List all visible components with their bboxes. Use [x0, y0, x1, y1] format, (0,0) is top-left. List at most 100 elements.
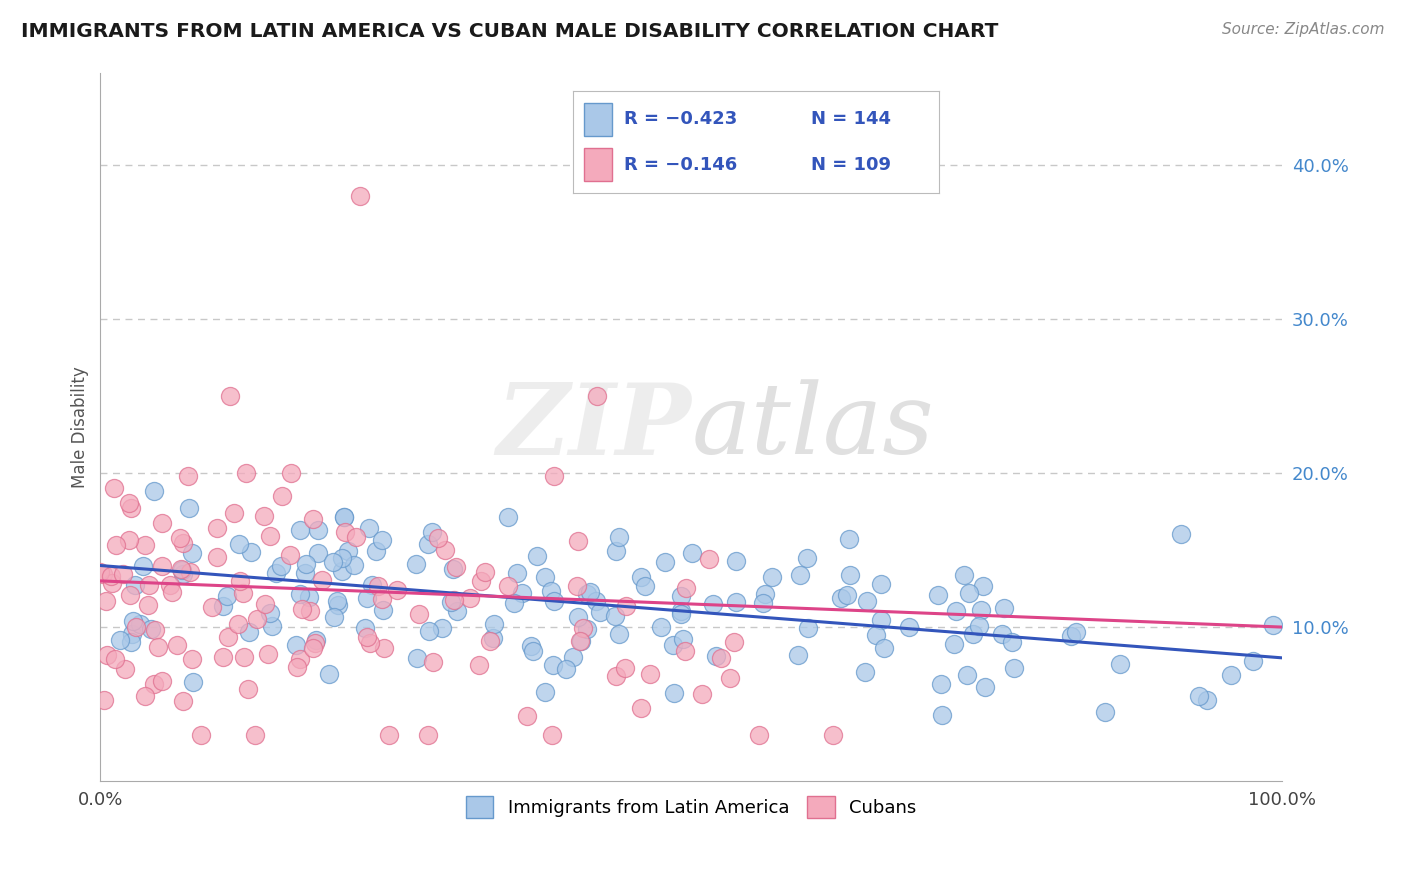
Point [797, 621, 820, 635]
Point [967, 619, 990, 633]
Point [367, 579, 389, 593]
Point [364, 544, 387, 558]
Point [690, 687, 713, 701]
Point [673, 643, 696, 657]
Point [567, 579, 589, 593]
Point [605, 543, 627, 558]
Point [284, 639, 307, 653]
Point [342, 558, 364, 572]
Point [96, 648, 118, 662]
Point [318, 667, 340, 681]
Point [945, 604, 967, 618]
Point [354, 621, 377, 635]
Point [479, 634, 502, 648]
Point [125, 620, 148, 634]
Point [754, 587, 776, 601]
Point [406, 651, 429, 665]
Point [356, 630, 378, 644]
Point [603, 609, 626, 624]
Point [333, 525, 356, 540]
Point [179, 565, 201, 579]
Point [418, 728, 440, 742]
Point [970, 603, 993, 617]
Point [288, 523, 311, 537]
Point [179, 501, 201, 516]
Point [378, 728, 401, 742]
Point [232, 585, 254, 599]
Point [672, 632, 695, 647]
Point [94, 594, 117, 608]
Point [205, 521, 228, 535]
Point [865, 628, 887, 642]
Point [561, 649, 583, 664]
Point [408, 607, 430, 621]
Point [572, 621, 595, 635]
Point [516, 708, 538, 723]
Point [298, 590, 321, 604]
Point [751, 596, 773, 610]
Point [166, 638, 188, 652]
Point [152, 674, 174, 689]
Point [1094, 705, 1116, 719]
Point [162, 584, 184, 599]
Text: ZIP: ZIP [496, 379, 692, 475]
Point [953, 568, 976, 582]
Point [748, 728, 770, 742]
Point [118, 533, 141, 547]
Point [1219, 667, 1241, 681]
Point [217, 589, 239, 603]
Point [662, 638, 685, 652]
Point [522, 644, 544, 658]
Point [482, 632, 505, 646]
Point [253, 597, 276, 611]
Point [856, 593, 879, 607]
Point [567, 534, 589, 549]
Point [482, 616, 505, 631]
Point [467, 657, 489, 672]
Point [333, 510, 356, 524]
Point [433, 542, 456, 557]
Point [723, 634, 745, 648]
Point [134, 538, 156, 552]
Point [873, 640, 896, 655]
Point [322, 555, 344, 569]
Point [835, 588, 858, 602]
Point [554, 661, 576, 675]
Point [226, 617, 249, 632]
Point [787, 648, 810, 662]
Point [870, 577, 893, 591]
Point [122, 614, 145, 628]
Point [305, 633, 328, 648]
Point [630, 701, 652, 715]
Point [159, 577, 181, 591]
Point [201, 600, 224, 615]
Point [1060, 629, 1083, 643]
Point [143, 483, 166, 498]
Point [356, 591, 378, 605]
Point [761, 570, 783, 584]
Point [211, 649, 233, 664]
Point [139, 623, 162, 637]
Point [169, 531, 191, 545]
Point [118, 496, 141, 510]
Point [569, 633, 592, 648]
Point [609, 530, 631, 544]
Point [238, 625, 260, 640]
Point [257, 647, 280, 661]
Point [170, 562, 193, 576]
Point [181, 546, 204, 560]
Point [929, 677, 952, 691]
Point [100, 569, 122, 583]
Point [243, 728, 266, 742]
Point [440, 595, 463, 609]
Point [567, 610, 589, 624]
Point [962, 627, 984, 641]
Point [540, 584, 562, 599]
Point [264, 566, 287, 581]
Point [470, 574, 492, 588]
Point [131, 559, 153, 574]
Point [839, 567, 862, 582]
Point [235, 466, 257, 480]
Point [669, 604, 692, 618]
Point [211, 599, 233, 613]
